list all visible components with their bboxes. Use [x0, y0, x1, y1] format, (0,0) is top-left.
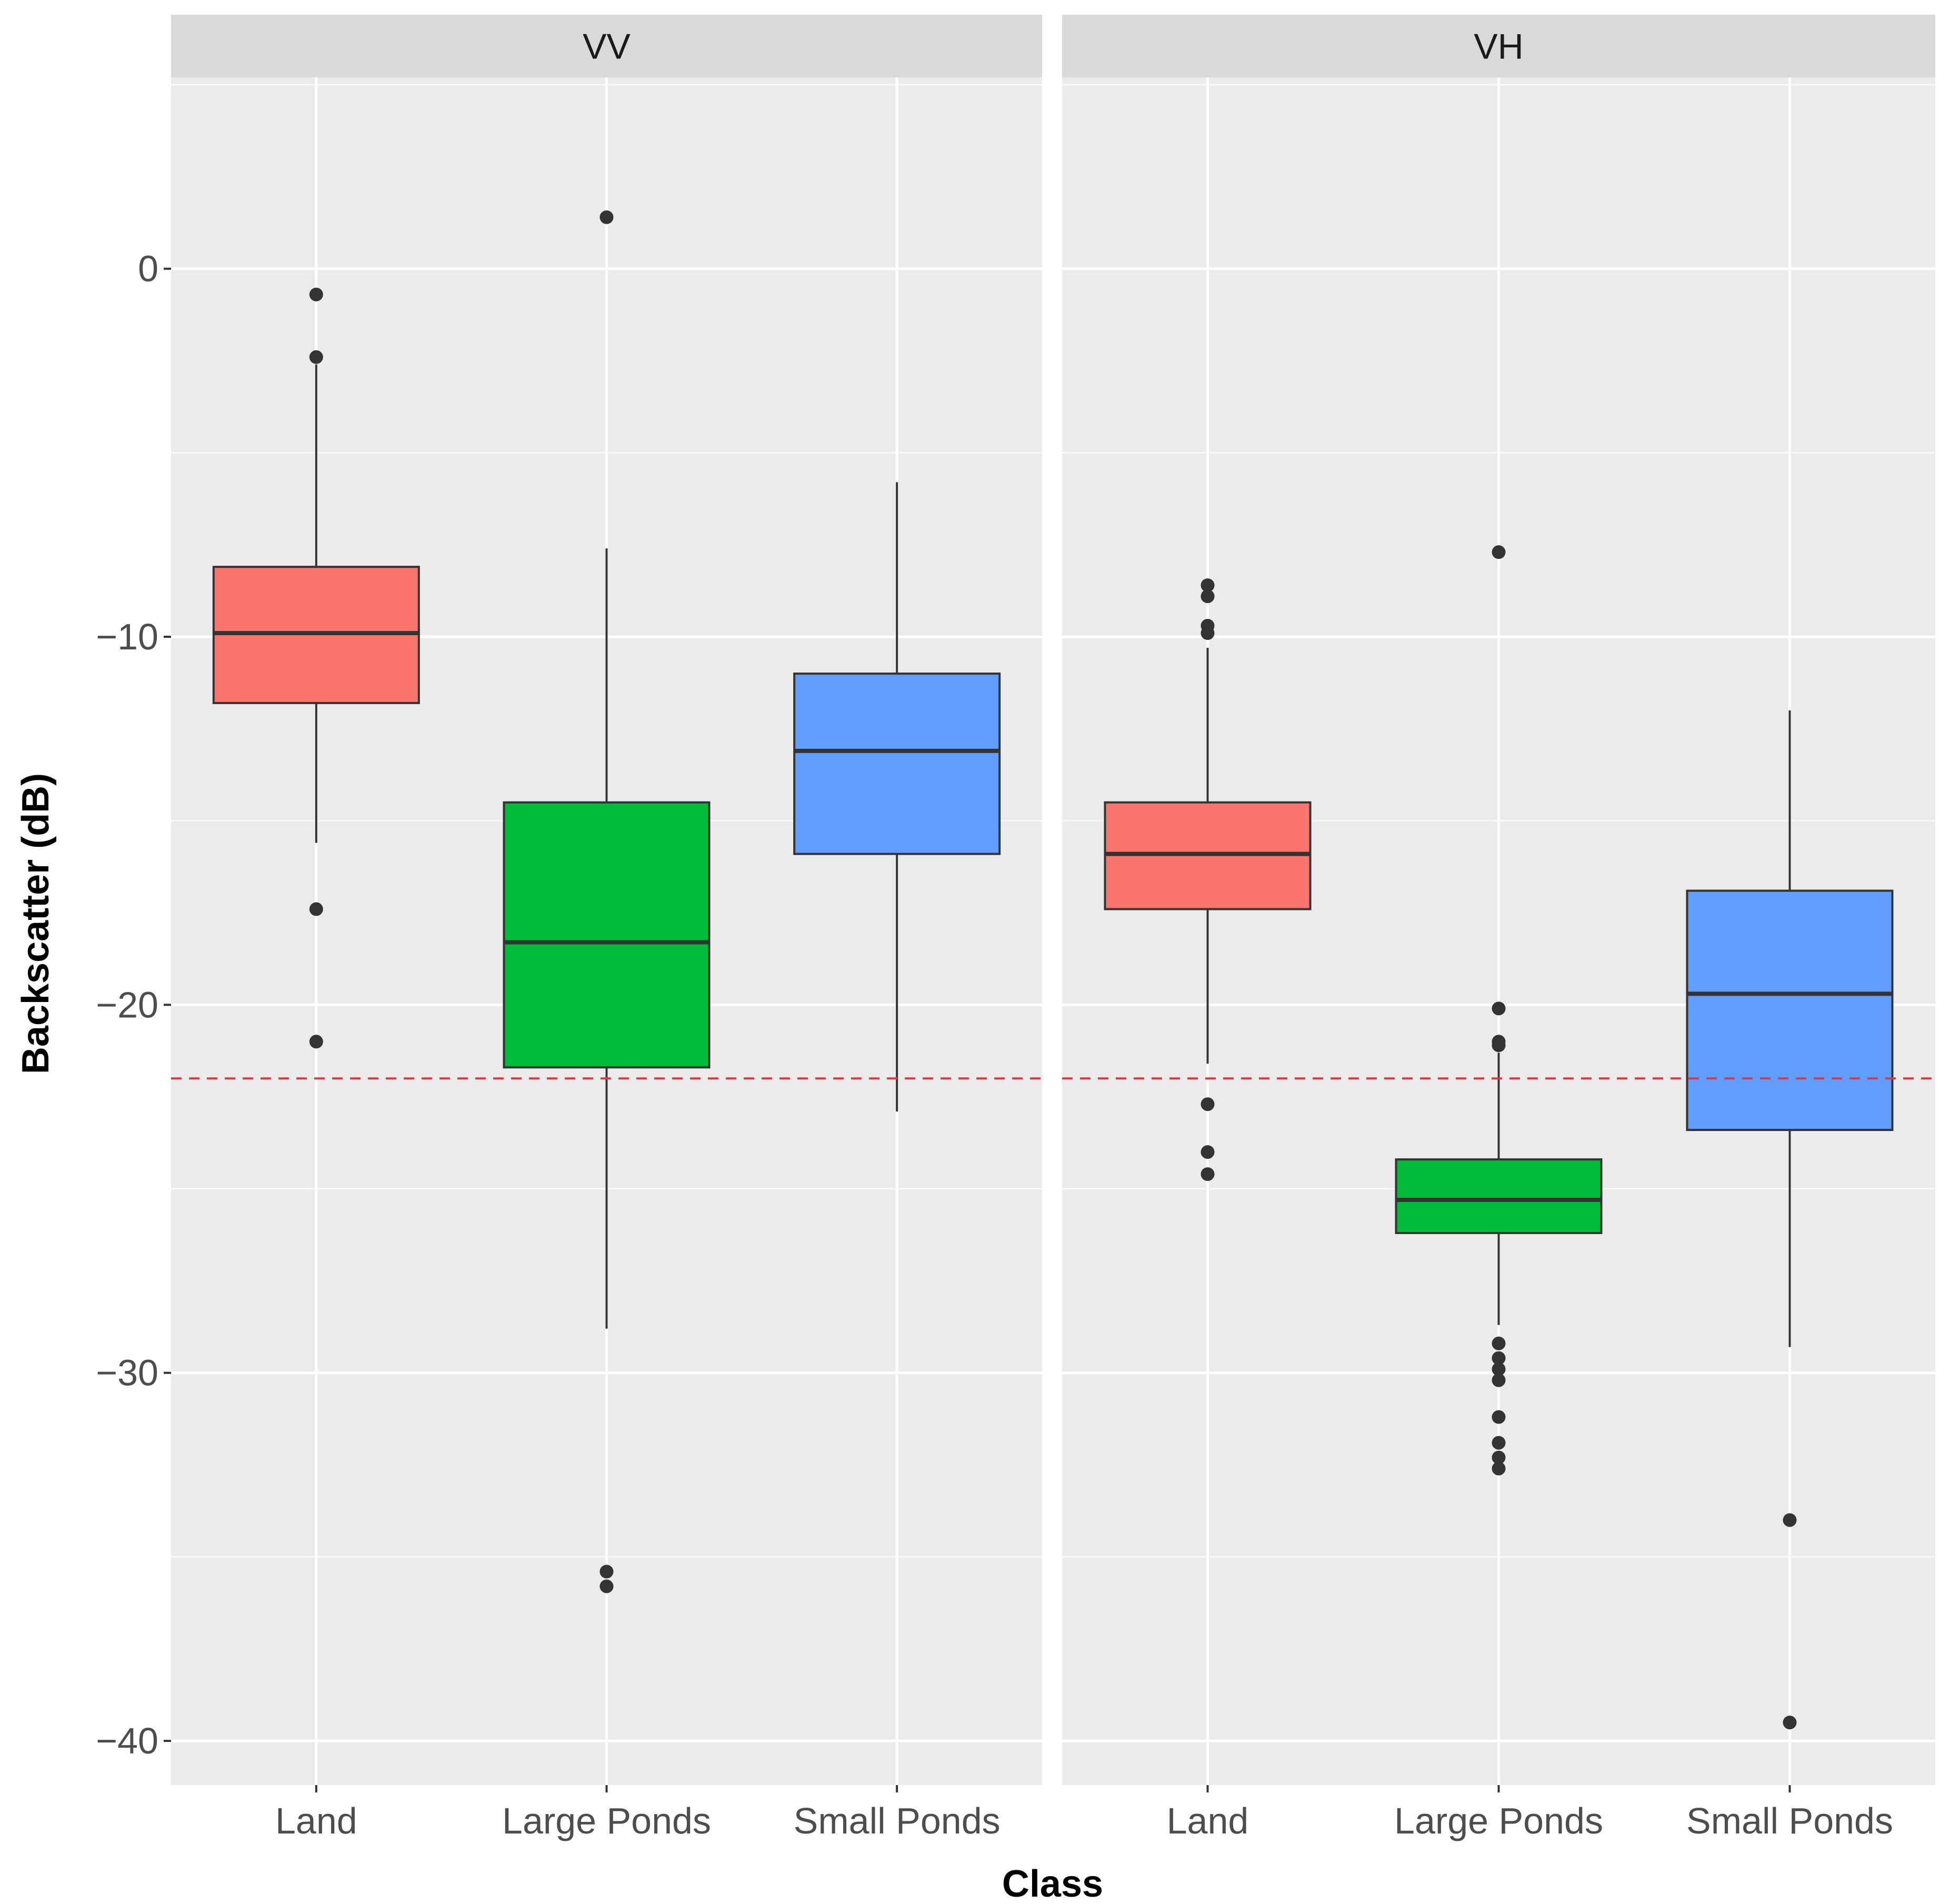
outlier-vv-land: [309, 902, 323, 916]
y-tick-label: −30: [96, 1352, 158, 1394]
x-tick-label-vh-small-ponds: Small Ponds: [1686, 1800, 1893, 1841]
panel-vv: VV Land Large Ponds Small Ponds: [171, 15, 1042, 1841]
y-tick-label: −20: [96, 984, 158, 1025]
outlier-vh-large-ponds: [1492, 1410, 1506, 1424]
strip-vh: [1062, 15, 1935, 77]
outlier-vh-large-ponds: [1492, 1038, 1506, 1053]
outlier-vh-land: [1201, 1097, 1215, 1111]
outlier-vv-large-ponds: [599, 1565, 614, 1579]
y-axis: 0 −10 −20 −30 −40: [96, 248, 171, 1761]
panels-layer: VV Land Large Ponds Small Ponds VH Land Large …: [171, 15, 1935, 1841]
box-body-vh-large-ponds: [1395, 1158, 1603, 1234]
outlier-vv-land: [309, 1035, 323, 1049]
outlier-vh-large-ponds: [1492, 1461, 1506, 1476]
y-tick-label: 0: [138, 248, 158, 289]
outlier-vh-large-ponds: [1492, 1001, 1506, 1016]
box-vh-large-ponds: [1395, 545, 1603, 1476]
outlier-vh-land: [1201, 578, 1215, 593]
outlier-vh-large-ponds: [1492, 545, 1506, 559]
x-tick-label-vv-small-ponds: Small Ponds: [794, 1800, 1001, 1841]
outlier-vv-large-ponds: [599, 210, 614, 224]
box-body-vv-small-ponds: [793, 672, 1001, 855]
outlier-vh-large-ponds: [1492, 1336, 1506, 1350]
strip-vv: [171, 15, 1042, 77]
box-vv-large-ponds: [503, 210, 711, 1594]
outlier-vh-large-ponds: [1492, 1450, 1506, 1465]
x-axis-title: Class: [1002, 1863, 1103, 1904]
outlier-vh-land: [1201, 589, 1215, 604]
outlier-vh-land: [1201, 1145, 1215, 1159]
panel-vh: VH Land Large Ponds Small Ponds: [1062, 15, 1935, 1841]
box-body-vh-small-ponds: [1686, 889, 1894, 1131]
x-tick-label-vv-large-ponds: Large Ponds: [502, 1800, 711, 1841]
outlier-vh-large-ponds: [1492, 1436, 1506, 1450]
box-vv-land: [212, 287, 420, 1049]
x-tick-label-vh-large-ponds: Large Ponds: [1394, 1800, 1603, 1841]
strip-label-vh: VH: [1474, 27, 1523, 67]
x-tick-label-vh-land: Land: [1167, 1800, 1249, 1841]
outlier-vv-large-ponds: [599, 1579, 614, 1594]
outlier-vh-land: [1201, 1167, 1215, 1181]
box-vh-small-ponds: [1686, 710, 1894, 1730]
y-axis-title: Backscatter (dB): [15, 773, 57, 1074]
outlier-vh-small-ponds: [1783, 1716, 1797, 1730]
y-tick-label: −10: [96, 616, 158, 657]
outlier-vh-land: [1201, 626, 1215, 640]
box-vv-small-ponds: [793, 482, 1001, 1112]
x-tick-label-vv-land: Land: [275, 1800, 357, 1841]
box-vh-land: [1104, 578, 1312, 1181]
y-tick-label: −40: [96, 1720, 158, 1761]
outlier-vv-land: [309, 287, 323, 302]
outlier-vh-large-ponds: [1492, 1351, 1506, 1365]
box-body-vv-large-ponds: [503, 801, 711, 1069]
outlier-vv-land: [309, 350, 323, 364]
outlier-vh-small-ponds: [1783, 1513, 1797, 1527]
outlier-vh-large-ponds: [1492, 1362, 1506, 1376]
outlier-vh-large-ponds: [1492, 1373, 1506, 1387]
strip-label-vv: VV: [583, 27, 631, 67]
